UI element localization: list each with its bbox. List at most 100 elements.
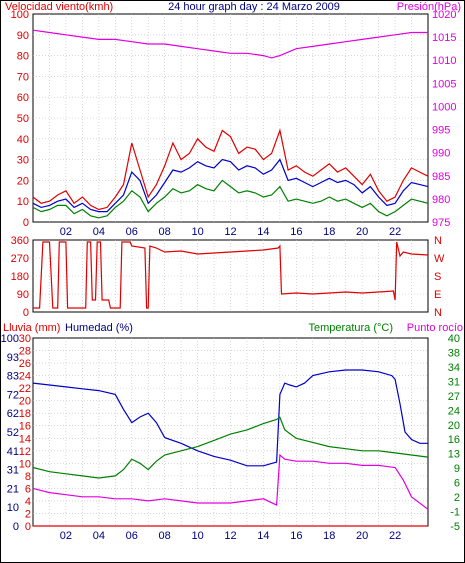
y-tick-label-rain: 0 bbox=[25, 521, 31, 533]
y-tick-label-temperature: 20 bbox=[448, 420, 460, 432]
series-line-wind-direction-0 bbox=[33, 241, 429, 309]
x-tick-label: 04 bbox=[93, 530, 105, 542]
y-tick-label-rain: 18 bbox=[19, 408, 31, 420]
y-tick-label-humidity: 93 bbox=[7, 352, 19, 364]
x-tick-label: 18 bbox=[323, 226, 335, 238]
chart-title: 24 hour graph day : 24 Marzo 2009 bbox=[168, 1, 340, 13]
compass-tick-label: W bbox=[434, 253, 445, 265]
x-tick-label: 04 bbox=[93, 226, 105, 238]
y-tick-label-right: 995 bbox=[432, 125, 450, 137]
y-tick-label-left: 10 bbox=[17, 196, 29, 208]
x-tick-label: 02 bbox=[60, 226, 72, 238]
y-tick-label-right: 980 bbox=[432, 194, 450, 206]
y-tick-label-left: 50 bbox=[17, 113, 29, 125]
y-tick-label-temperature: 2 bbox=[454, 492, 460, 504]
y-tick-label-humidity: 62 bbox=[7, 408, 19, 420]
y-axis-label-temperature: Temperatura (°C) bbox=[309, 322, 393, 334]
series-line-wind-pressure-1 bbox=[32, 128, 429, 211]
y-tick-label-right: 990 bbox=[432, 148, 450, 160]
y-tick-label-rain: 16 bbox=[19, 421, 31, 433]
x-tick-label: 14 bbox=[257, 530, 269, 542]
y-tick-label-right: 1015 bbox=[432, 32, 456, 44]
y-tick-label-rain: 28 bbox=[19, 346, 31, 358]
y-tick-label-rain: 10 bbox=[19, 458, 31, 470]
x-tick-label: 20 bbox=[356, 226, 368, 238]
y-tick-label-left: 90 bbox=[17, 289, 29, 301]
y-tick-label-humidity: 83 bbox=[7, 371, 19, 383]
y-tick-label-temperature: 16 bbox=[448, 434, 460, 446]
series-line-rain-hum-temp-0 bbox=[32, 369, 428, 467]
y-tick-label-temperature: 6 bbox=[454, 478, 460, 490]
y-tick-label-left: 30 bbox=[17, 155, 29, 167]
y-tick-label-temperature: 24 bbox=[448, 405, 460, 417]
y-tick-label-left: 70 bbox=[17, 71, 29, 83]
y-tick-label-temperature: -5 bbox=[450, 521, 460, 533]
y-tick-label-rain: 14 bbox=[19, 433, 31, 445]
compass-tick-label: E bbox=[434, 289, 441, 301]
y-tick-label-left: 80 bbox=[17, 51, 29, 63]
plot-frame-wind-pressure bbox=[32, 13, 429, 223]
x-tick-label: 22 bbox=[389, 226, 401, 238]
x-tick-label: 22 bbox=[389, 530, 401, 542]
x-tick-label: 08 bbox=[159, 226, 171, 238]
y-tick-label-left: 0 bbox=[23, 217, 29, 229]
y-tick-label-left: 0 bbox=[23, 307, 29, 319]
y-tick-label-temperature: -1 bbox=[450, 507, 460, 519]
y-tick-label-right: 1000 bbox=[432, 101, 456, 113]
y-tick-label-left: 180 bbox=[11, 271, 29, 283]
x-tick-label: 08 bbox=[159, 530, 171, 542]
series-line-wind-pressure-3 bbox=[32, 179, 429, 219]
y-tick-label-humidity: 10 bbox=[7, 502, 19, 514]
x-tick-label: 02 bbox=[60, 530, 72, 542]
y-tick-label-left: 360 bbox=[11, 235, 29, 247]
compass-tick-label: N bbox=[434, 307, 442, 319]
y-tick-label-temperature: 13 bbox=[448, 449, 460, 461]
y-tick-label-rain: 24 bbox=[19, 371, 31, 383]
x-tick-label: 18 bbox=[323, 530, 335, 542]
x-tick-label: 16 bbox=[290, 226, 302, 238]
y-tick-label-left: 270 bbox=[11, 253, 29, 265]
series-line-wind-pressure-0 bbox=[32, 29, 428, 59]
x-tick-label: 14 bbox=[257, 226, 269, 238]
series-line-rain-hum-temp-2 bbox=[32, 453, 429, 510]
y-tick-label-left: 90 bbox=[17, 30, 29, 42]
x-tick-label: 20 bbox=[356, 530, 368, 542]
y-tick-label-rain: 12 bbox=[19, 446, 31, 458]
y-tick-label-humidity: 31 bbox=[7, 465, 19, 477]
y-tick-label-left: 100 bbox=[11, 9, 29, 21]
y-axis-label-left: Velocidad viento(kmh) bbox=[5, 1, 113, 13]
y-axis-label-humidity: Humedad (%) bbox=[65, 322, 133, 334]
compass-tick-label: S bbox=[434, 271, 441, 283]
y-tick-label-rain: 4 bbox=[25, 496, 31, 508]
x-tick-label: 16 bbox=[290, 530, 302, 542]
x-tick-label: 06 bbox=[126, 530, 138, 542]
y-tick-label-rain: 8 bbox=[25, 471, 31, 483]
x-tick-label: 10 bbox=[191, 530, 203, 542]
x-tick-label: 06 bbox=[126, 226, 138, 238]
y-tick-label-humidity: 21 bbox=[7, 483, 19, 495]
y-tick-label-humidity: 72 bbox=[7, 389, 19, 401]
y-tick-label-right: 1010 bbox=[432, 55, 456, 67]
y-tick-label-humidity: 0 bbox=[13, 521, 19, 533]
y-axis-label-right: Presión(hPa) bbox=[397, 1, 461, 13]
y-tick-label-rain: 6 bbox=[25, 483, 31, 495]
x-tick-label: 12 bbox=[224, 226, 236, 238]
y-tick-label-humidity: 41 bbox=[7, 446, 19, 458]
y-tick-label-temperature: 40 bbox=[448, 333, 460, 345]
y-tick-label-rain: 30 bbox=[19, 333, 31, 345]
y-tick-label-right: 1005 bbox=[432, 78, 456, 90]
y-tick-label-right: 985 bbox=[432, 171, 450, 183]
y-tick-label-rain: 22 bbox=[19, 383, 31, 395]
y-axis-label-rain: Lluvia (mm) bbox=[3, 322, 60, 334]
compass-tick-label: N bbox=[434, 235, 442, 247]
y-tick-label-humidity: 52 bbox=[7, 427, 19, 439]
y-tick-label-left: 20 bbox=[17, 175, 29, 187]
x-tick-label: 12 bbox=[224, 530, 236, 542]
series-line-rain-hum-temp-1 bbox=[32, 416, 429, 479]
y-tick-label-temperature: 38 bbox=[448, 347, 460, 359]
y-tick-label-right: 1020 bbox=[432, 9, 456, 21]
y-tick-label-temperature: 31 bbox=[448, 376, 460, 388]
y-tick-label-temperature: 34 bbox=[448, 362, 460, 374]
y-tick-label-humidity: 100 bbox=[1, 333, 19, 345]
